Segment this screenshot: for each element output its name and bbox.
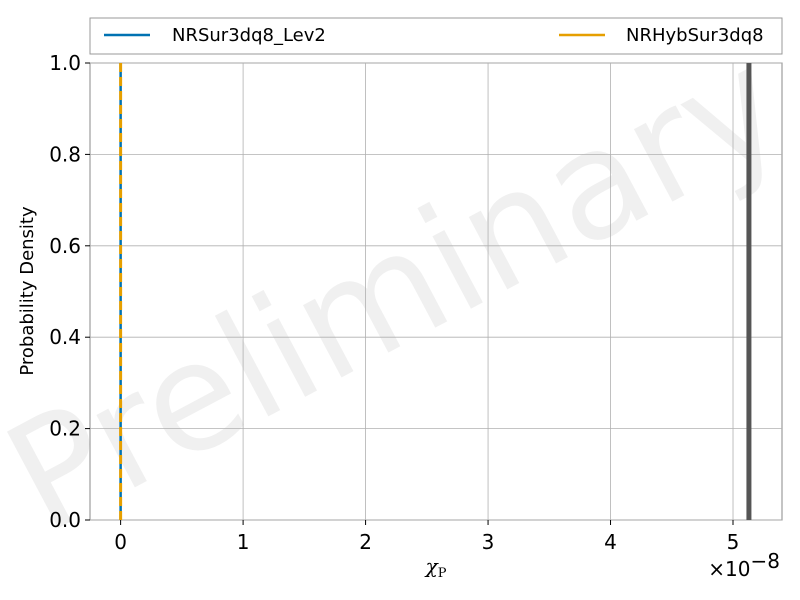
legend: NRSur3dq8_Lev2 NRHybSur3dq8 [89, 17, 783, 55]
x-offset-exponent: −8 [751, 549, 780, 573]
y-tick-label: 0.6 [49, 234, 81, 258]
y-tick-label: 0.4 [49, 325, 81, 349]
x-tick-label: 1 [237, 530, 250, 554]
y-tick-label: 0.2 [49, 417, 81, 441]
x-tick-label: 2 [359, 530, 372, 554]
x-tick-label: 4 [604, 530, 617, 554]
y-tick-label: 0.0 [49, 508, 81, 532]
y-axis-label: Probability Density [17, 206, 38, 376]
y-tick-label: 1.0 [49, 51, 81, 75]
x-tick-label: 0 [114, 530, 127, 554]
x-axis-label: χP [424, 554, 447, 581]
y-ticks: 0.0 0.2 0.4 0.6 0.8 1.0 [49, 51, 90, 532]
x-axis-label-subscript: P [438, 566, 447, 581]
x-tick-label: 5 [727, 530, 740, 554]
x-tick-label: 3 [482, 530, 495, 554]
legend-label-nrsur3dq8-lev2: NRSur3dq8_Lev2 [172, 25, 326, 46]
y-tick-label: 0.8 [49, 142, 81, 166]
x-offset-label: ×10−8 [708, 549, 780, 581]
legend-box [89, 17, 783, 55]
x-axis-label-main: χ [424, 554, 440, 578]
series-layer [119, 63, 752, 520]
legend-label-nrhybsur3dq8: NRHybSur3dq8 [626, 25, 764, 46]
x-ticks: 0 1 2 3 4 5 [114, 520, 739, 554]
x-offset-base: ×10 [708, 557, 750, 581]
